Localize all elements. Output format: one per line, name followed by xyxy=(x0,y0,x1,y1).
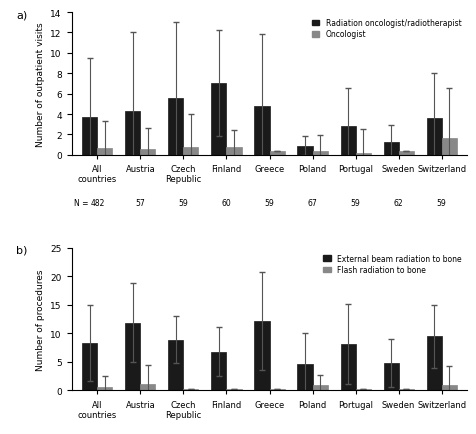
Legend: Radiation oncologist/radiotherapist, Oncologist: Radiation oncologist/radiotherapist, Onc… xyxy=(309,17,463,42)
Bar xyxy=(82,118,97,155)
Bar xyxy=(426,119,441,155)
Bar xyxy=(211,84,226,155)
Bar xyxy=(312,151,327,155)
Bar xyxy=(97,148,112,155)
Bar xyxy=(269,389,284,391)
Text: 59: 59 xyxy=(436,198,446,207)
Bar xyxy=(183,389,198,391)
Bar xyxy=(426,336,441,391)
Bar xyxy=(211,352,226,391)
Text: 60: 60 xyxy=(221,198,231,207)
Bar xyxy=(168,340,183,391)
Text: 57: 57 xyxy=(135,198,145,207)
Text: a): a) xyxy=(16,10,27,20)
Text: b): b) xyxy=(16,245,28,255)
Text: 482: 482 xyxy=(90,198,104,207)
Text: N =: N = xyxy=(74,433,88,434)
Bar xyxy=(312,385,327,391)
Legend: External beam radiation to bone, Flash radiation to bone: External beam radiation to bone, Flash r… xyxy=(320,252,463,277)
Bar xyxy=(140,149,155,155)
Bar xyxy=(441,138,456,155)
Bar xyxy=(125,323,140,391)
Bar xyxy=(254,107,269,155)
Bar xyxy=(226,148,241,155)
Text: 59: 59 xyxy=(178,433,188,434)
Bar xyxy=(340,345,355,391)
Bar xyxy=(398,389,413,391)
Bar xyxy=(383,363,398,391)
Text: 59: 59 xyxy=(264,433,274,434)
Y-axis label: Number of outpatient visits: Number of outpatient visits xyxy=(36,22,45,146)
Bar xyxy=(355,154,370,155)
Bar xyxy=(441,385,456,391)
Text: 59: 59 xyxy=(350,198,360,207)
Bar xyxy=(355,389,370,391)
Bar xyxy=(226,389,241,391)
Bar xyxy=(140,385,155,391)
Text: 59: 59 xyxy=(264,198,274,207)
Bar xyxy=(125,112,140,155)
Text: 62: 62 xyxy=(393,433,403,434)
Text: N =: N = xyxy=(74,198,88,207)
Y-axis label: Number of procedures: Number of procedures xyxy=(36,269,45,370)
Text: 60: 60 xyxy=(221,433,231,434)
Bar xyxy=(183,148,198,155)
Bar xyxy=(340,127,355,155)
Bar xyxy=(97,387,112,391)
Text: 57: 57 xyxy=(135,433,145,434)
Text: 67: 67 xyxy=(307,198,317,207)
Bar xyxy=(82,343,97,391)
Text: 59: 59 xyxy=(350,433,360,434)
Bar xyxy=(168,99,183,155)
Text: 59: 59 xyxy=(178,198,188,207)
Text: 62: 62 xyxy=(393,198,403,207)
Bar xyxy=(269,151,284,155)
Text: 59: 59 xyxy=(436,433,446,434)
Bar xyxy=(254,321,269,391)
Bar xyxy=(398,151,413,155)
Text: 482: 482 xyxy=(90,433,104,434)
Bar xyxy=(297,146,312,155)
Bar xyxy=(297,364,312,391)
Bar xyxy=(383,142,398,155)
Text: 67: 67 xyxy=(307,433,317,434)
